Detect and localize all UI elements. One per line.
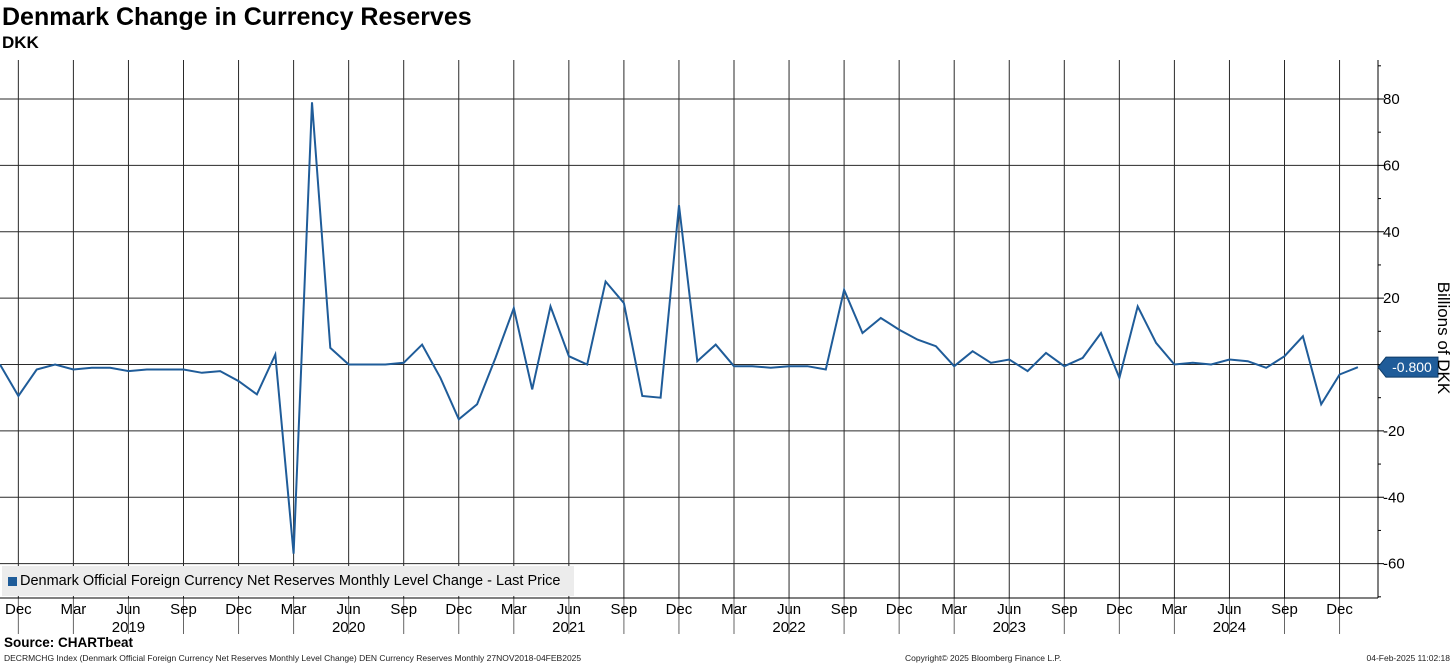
y-tick-labels: -60-40-20020406080 bbox=[1383, 91, 1405, 573]
footer-copyright: Copyright© 2025 Bloomberg Finance L.P. bbox=[905, 653, 1062, 663]
x-tick-label-month: Jun bbox=[557, 601, 581, 618]
x-tick-label-month: Dec bbox=[666, 601, 693, 618]
x-tick-label-month: Sep bbox=[831, 601, 858, 618]
footer-index-info: DECRMCHG Index (Denmark Official Foreign… bbox=[4, 653, 582, 663]
x-tick-label-month: Dec bbox=[445, 601, 472, 618]
x-tick-label-month: Sep bbox=[390, 601, 417, 618]
x-tick-label-month: Sep bbox=[611, 601, 638, 618]
last-value-marker: -0.800 bbox=[1377, 356, 1439, 378]
x-tick-label-month: Dec bbox=[1106, 601, 1133, 618]
x-tick-label-month: Jun bbox=[116, 601, 140, 618]
x-tick-label-year: 2019 bbox=[112, 619, 145, 636]
x-tick-label-month: Mar bbox=[501, 601, 527, 618]
y-axis-title: Billions of DKK bbox=[1434, 282, 1453, 395]
x-tick-label-year: 2020 bbox=[332, 619, 365, 636]
x-tick-label-month: Jun bbox=[777, 601, 801, 618]
legend-label: Denmark Official Foreign Currency Net Re… bbox=[20, 573, 561, 589]
y-tick-label: 80 bbox=[1383, 91, 1400, 108]
x-tick-label-month: Jun bbox=[997, 601, 1021, 618]
x-tick-label-month: Mar bbox=[941, 601, 967, 618]
x-tick-label-month: Jun bbox=[1217, 601, 1241, 618]
axes bbox=[0, 60, 1379, 599]
x-tick-label-month: Mar bbox=[721, 601, 747, 618]
source-note: Source: CHARTbeat bbox=[4, 635, 134, 650]
x-tick-label-month: Dec bbox=[225, 601, 252, 618]
y-tick-label: 60 bbox=[1383, 157, 1400, 174]
horizontal-gridlines bbox=[0, 65, 1384, 598]
y-tick-label: -40 bbox=[1383, 489, 1405, 506]
x-tick-label-month: Jun bbox=[337, 601, 361, 618]
y-tick-label: 40 bbox=[1383, 224, 1400, 241]
chart-title: Denmark Change in Currency Reserves bbox=[2, 3, 472, 31]
y-tick-label: -20 bbox=[1383, 423, 1405, 440]
x-tick-labels: Dec Mar Jun Sep Dec Mar Jun Sep Dec Mar Jun Sep Dec M… bbox=[5, 601, 1353, 636]
x-tick-label-month: Dec bbox=[886, 601, 913, 618]
series-line bbox=[0, 102, 1359, 554]
last-value-label: -0.800 bbox=[1392, 359, 1432, 375]
y-tick-label: -60 bbox=[1383, 556, 1405, 573]
footer-timestamp: 04-Feb-2025 11:02:18 bbox=[1366, 653, 1451, 663]
x-tick-label-month: Dec bbox=[5, 601, 32, 618]
data-series bbox=[0, 102, 1359, 554]
legend: Denmark Official Foreign Currency Net Re… bbox=[2, 566, 574, 596]
x-tick-label-year: 2023 bbox=[993, 619, 1026, 636]
x-tick-label-month: Sep bbox=[170, 601, 197, 618]
last-value-tag bbox=[1377, 356, 1439, 378]
x-tick-label-year: 2022 bbox=[772, 619, 805, 636]
x-tick-label-year: 2024 bbox=[1213, 619, 1246, 636]
chart-subtitle: DKK bbox=[2, 33, 39, 52]
x-tick-label-month: Sep bbox=[1271, 601, 1298, 618]
vertical-gridlines bbox=[17, 60, 1341, 634]
x-tick-label-month: Mar bbox=[60, 601, 86, 618]
x-tick-label-month: Sep bbox=[1051, 601, 1078, 618]
y-tick-label: 20 bbox=[1383, 290, 1400, 307]
x-tick-label-month: Mar bbox=[1161, 601, 1187, 618]
x-tick-label-month: Mar bbox=[281, 601, 307, 618]
x-tick-label-month: Dec bbox=[1326, 601, 1353, 618]
legend-swatch-icon bbox=[8, 576, 17, 586]
x-tick-label-year: 2021 bbox=[552, 619, 585, 636]
